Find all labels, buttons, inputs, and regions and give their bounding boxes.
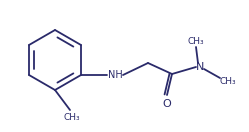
Text: NH: NH bbox=[108, 70, 122, 80]
Text: CH₃: CH₃ bbox=[188, 37, 204, 46]
Text: CH₃: CH₃ bbox=[64, 114, 80, 122]
Text: O: O bbox=[163, 99, 171, 109]
Text: CH₃: CH₃ bbox=[220, 77, 236, 86]
Text: N: N bbox=[196, 62, 204, 72]
